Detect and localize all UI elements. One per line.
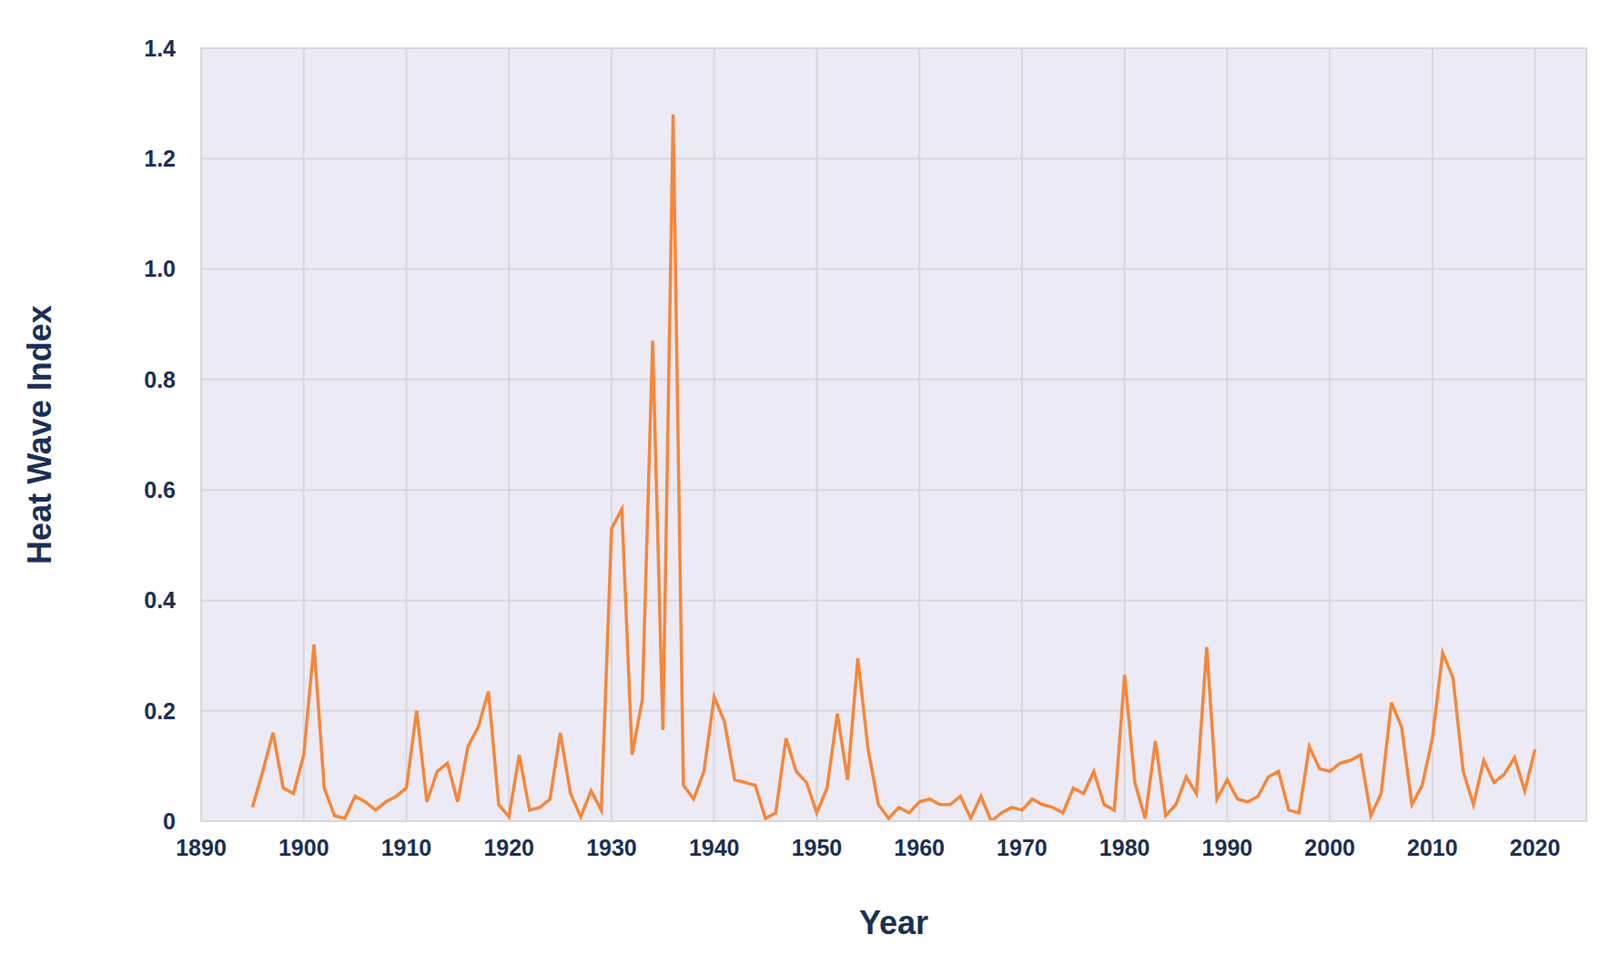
svg-text:1960: 1960 — [893, 834, 945, 861]
svg-text:1.0: 1.0 — [143, 255, 176, 282]
svg-text:1980: 1980 — [1099, 834, 1151, 861]
svg-text:1920: 1920 — [483, 834, 535, 861]
svg-text:1940: 1940 — [688, 834, 740, 861]
svg-text:Year: Year — [859, 903, 929, 942]
svg-text:2010: 2010 — [1407, 834, 1459, 861]
svg-text:1.2: 1.2 — [143, 145, 176, 172]
svg-text:1900: 1900 — [278, 834, 330, 861]
svg-text:2020: 2020 — [1509, 834, 1561, 861]
svg-text:0.6: 0.6 — [143, 476, 176, 503]
svg-text:1990: 1990 — [1202, 834, 1254, 861]
svg-text:1910: 1910 — [381, 834, 433, 861]
svg-text:2000: 2000 — [1304, 834, 1356, 861]
svg-text:1950: 1950 — [791, 834, 843, 861]
svg-text:0.4: 0.4 — [143, 587, 176, 613]
svg-text:1930: 1930 — [586, 834, 638, 861]
svg-text:Heat Wave Index: Heat Wave Index — [20, 304, 59, 565]
svg-text:1.4: 1.4 — [143, 35, 176, 61]
svg-text:0: 0 — [162, 808, 176, 834]
svg-text:0.8: 0.8 — [143, 366, 176, 393]
svg-text:1890: 1890 — [175, 834, 227, 861]
svg-text:1970: 1970 — [996, 834, 1048, 861]
svg-text:0.2: 0.2 — [143, 698, 176, 724]
